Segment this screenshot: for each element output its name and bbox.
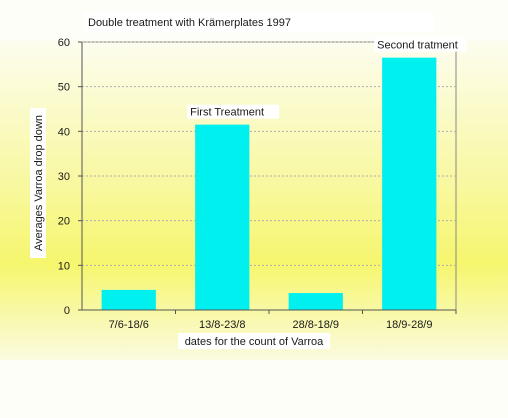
x-tick-label: 18/9-28/9: [386, 319, 432, 331]
y-tick-label: 0: [64, 305, 70, 317]
bar: [101, 289, 156, 310]
x-axis-ticks: 7/6-18/6 13/8-23/8 28/8-18/9 18/9-28/9: [109, 310, 457, 331]
bar: [288, 293, 343, 310]
chart-title: Double treatment with Krämerplates 1997: [88, 17, 291, 29]
title-box: [84, 12, 434, 32]
x-tick-label: 28/8-18/9: [293, 319, 339, 331]
bars: [101, 57, 437, 311]
annotation-box: [374, 37, 467, 52]
y-tick-label: 60: [58, 37, 70, 49]
x-tick-label: 7/6-18/6: [109, 319, 149, 331]
y-axis-ticks: 0 10 20 30 40 50 60: [58, 37, 82, 317]
x-tick-label: 13/8-23/8: [199, 319, 245, 331]
x-axis-label: dates for the count of Varroa: [185, 336, 324, 348]
annotation-label: First Treatment: [190, 107, 264, 119]
bar: [195, 124, 250, 310]
bar: [382, 57, 437, 311]
x-label-box: [178, 333, 330, 349]
annotation-label: Second tratment: [377, 40, 458, 52]
y-tick-label: 50: [58, 82, 70, 94]
y-tick-label: 30: [58, 171, 70, 183]
y-tick-label: 40: [58, 126, 70, 138]
y-tick-label: 10: [58, 260, 70, 272]
y-axis-label: Averages Varroa drop down: [33, 115, 45, 251]
annotation-box: [187, 104, 280, 119]
y-label-box: [30, 108, 46, 258]
y-tick-label: 20: [58, 216, 70, 228]
annotations: First Treatment Second tratment: [187, 37, 467, 119]
